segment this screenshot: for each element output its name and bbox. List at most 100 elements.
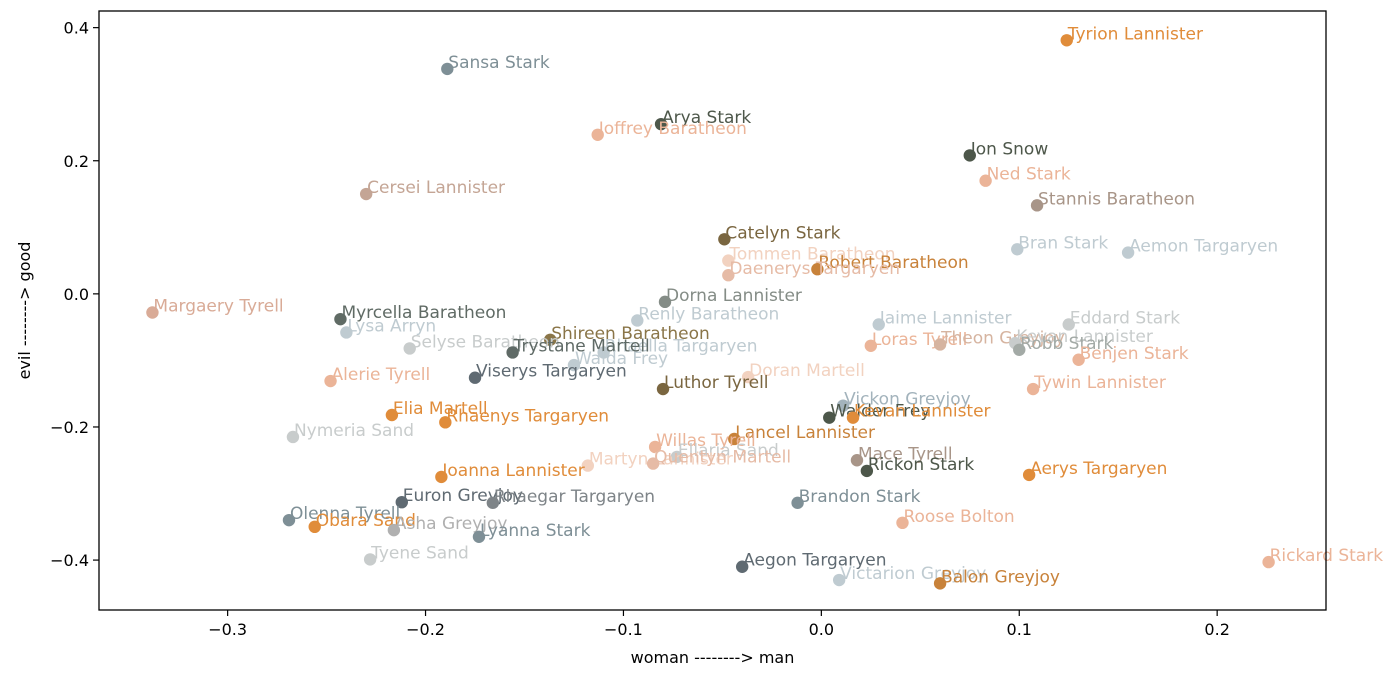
point-label: Asha Greyjoy	[395, 514, 508, 534]
data-point	[1030, 199, 1044, 212]
data-point	[597, 346, 610, 359]
x-tick-label: −0.2	[406, 620, 445, 639]
point-label: Kevan Lannister	[1016, 327, 1153, 347]
point-label: Renly Baratheon	[638, 304, 779, 324]
point-label: Olenna Tyrell	[290, 504, 400, 524]
data-point	[850, 454, 864, 467]
point-label: Victarion Greyjoy	[840, 564, 986, 584]
x-tick-label: 0.2	[1204, 620, 1229, 639]
point-label: Trystane Martell	[513, 336, 650, 356]
data-point	[387, 523, 401, 537]
y-axis-label: evil --------> good	[15, 242, 34, 380]
data-point	[359, 187, 373, 201]
data-point	[646, 457, 660, 470]
x-tick-label: 0.1	[1007, 620, 1032, 639]
data-point	[1011, 243, 1024, 256]
data-point	[544, 333, 557, 346]
point-label: Martyn Lannister	[589, 450, 733, 470]
point-label: Lancel Lannister	[735, 423, 875, 443]
point-label: Rhaegar Targaryen	[494, 487, 655, 507]
point-label: Eddard Stark	[1070, 308, 1180, 328]
data-point	[567, 358, 581, 372]
data-point	[735, 560, 749, 573]
data-point	[656, 382, 670, 396]
data-point	[722, 269, 735, 282]
point-label: Tyene Sand	[370, 543, 469, 563]
x-tick-label: −0.3	[208, 620, 247, 639]
data-point	[506, 346, 519, 359]
y-tick-label: 0.4	[64, 19, 89, 38]
data-point	[823, 411, 836, 424]
point-label: Jon Snow	[970, 139, 1049, 159]
data-point	[979, 174, 992, 187]
point-label: Alerie Tyrell	[332, 365, 431, 385]
point-label: Theon Greyjoy	[940, 328, 1065, 348]
data-point	[308, 520, 321, 534]
data-point	[468, 371, 482, 384]
plot-frame	[98, 10, 1327, 611]
point-label: Sansa Stark	[448, 53, 550, 73]
point-label: Rhaella Targaryen	[605, 336, 758, 356]
point-label: Viserys Targaryen	[476, 362, 627, 382]
data-point	[146, 306, 159, 319]
data-point	[1022, 468, 1036, 482]
data-point	[933, 577, 947, 590]
data-point	[791, 496, 804, 510]
point-label: Benjen Stark	[1080, 344, 1189, 364]
point-label: Mace Tyrell	[858, 444, 953, 464]
data-point	[933, 338, 947, 351]
point-label: Vickon Greyjoy	[844, 390, 971, 410]
point-label: Roose Bolton	[903, 507, 1014, 527]
data-point	[282, 513, 296, 527]
data-point	[340, 326, 353, 339]
data-point	[334, 312, 347, 326]
point-label: Doran Martell	[749, 361, 865, 381]
point-label: Rhaenys Targaryen	[446, 406, 609, 426]
point-label: Tywin Lannister	[1033, 373, 1166, 393]
point-label: Jaime Lannister	[879, 308, 1012, 328]
data-point	[1121, 246, 1135, 259]
data-point	[363, 553, 377, 566]
y-tick-label: 0.2	[64, 152, 89, 171]
data-point	[811, 263, 824, 276]
point-label: Brandon Stark	[799, 487, 921, 507]
data-point	[658, 295, 672, 309]
point-label: Stannis Baratheon	[1038, 189, 1195, 209]
data-point	[591, 128, 604, 141]
data-point	[441, 62, 454, 76]
data-point	[1060, 34, 1073, 47]
data-point	[846, 411, 860, 424]
point-label: Margaery Tyrell	[153, 296, 283, 316]
data-point	[286, 430, 300, 444]
point-label: Tommen Baratheon	[728, 245, 895, 265]
data-point	[324, 374, 337, 388]
point-label: Aemon Targaryen	[1129, 237, 1278, 257]
data-point	[1262, 555, 1275, 569]
point-label: Arya Stark	[662, 108, 751, 128]
data-point	[728, 432, 741, 446]
data-point	[581, 459, 595, 472]
data-point	[860, 464, 874, 478]
data-point	[722, 254, 735, 267]
point-label: Selyse Baratheon	[411, 332, 560, 352]
data-point	[472, 530, 486, 543]
point-label: Bran Stark	[1018, 233, 1108, 253]
data-point	[670, 450, 684, 464]
data-point	[1062, 318, 1075, 331]
data-point	[896, 516, 909, 530]
point-label: Kevan Lannister	[854, 402, 991, 422]
data-point	[836, 399, 850, 412]
point-label: Tyrion Lannister	[1067, 24, 1203, 44]
y-axis: −0.4 −0.2 0.0 0.2 0.4	[50, 19, 99, 570]
points-layer: Tyrion Lannister Sansa Stark Arya StarkJof…	[146, 24, 1383, 590]
point-label: Willas Tyrell	[656, 431, 756, 451]
point-label: Daenerys Targaryen	[729, 259, 900, 279]
point-label: Joffrey Baratheon	[598, 119, 747, 139]
data-point	[963, 149, 976, 162]
x-axis: −0.3 −0.2 −0.1 0.0 0.1 0.2	[208, 610, 1230, 639]
data-point	[1072, 353, 1085, 366]
x-tick-label: −0.1	[604, 620, 643, 639]
data-point	[741, 370, 755, 384]
y-tick-label: −0.4	[50, 551, 89, 570]
